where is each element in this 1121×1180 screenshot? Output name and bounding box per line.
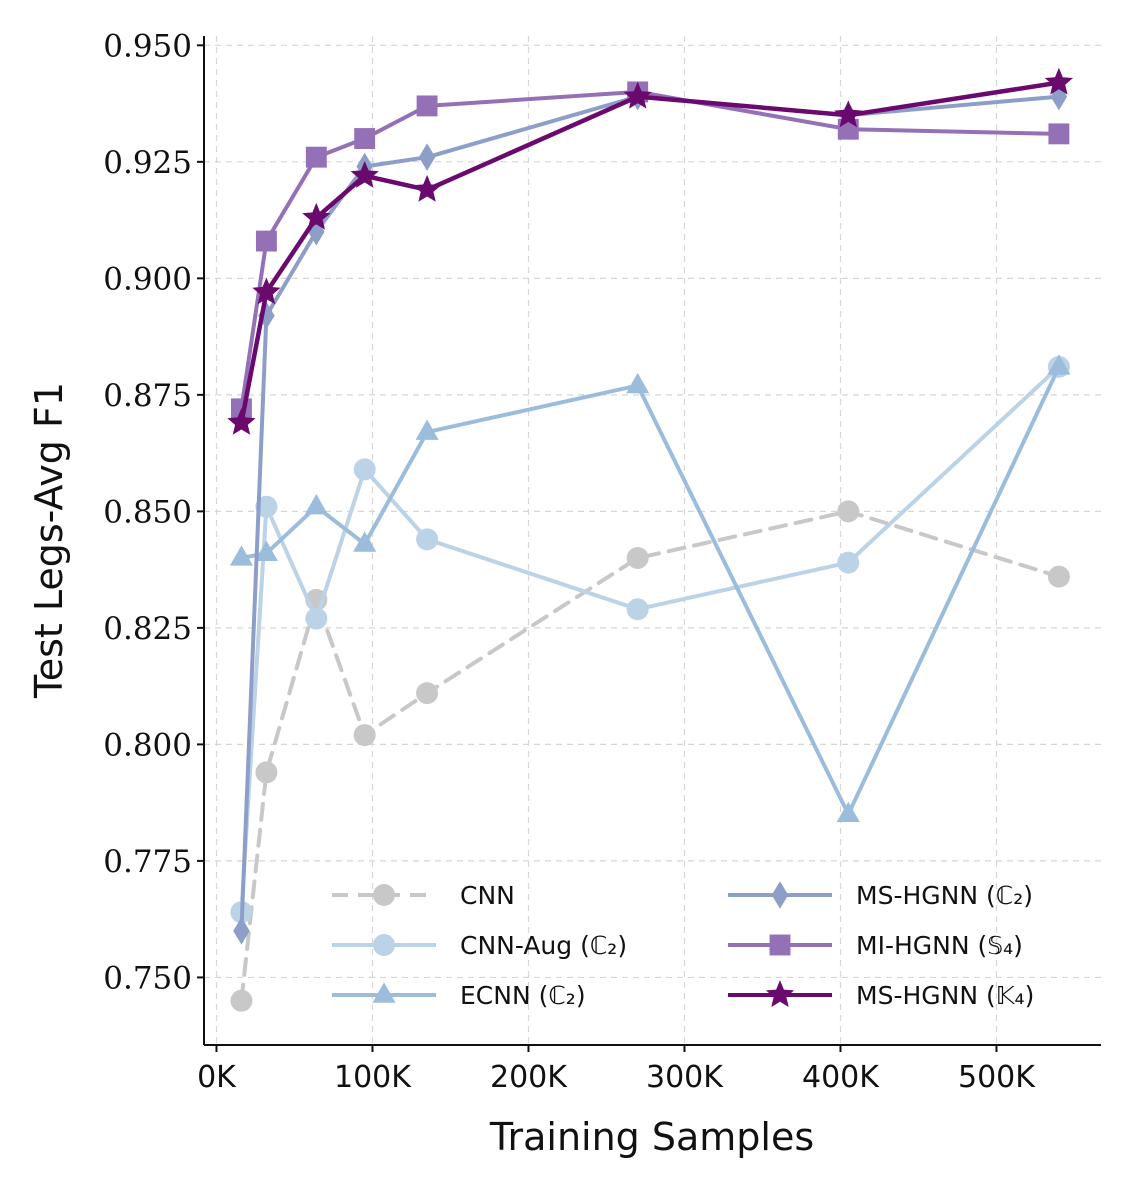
data-point	[233, 917, 250, 945]
data-point	[626, 598, 649, 621]
series-line	[239, 80, 1062, 426]
series-layer	[227, 67, 1073, 1012]
legend-swatch-marker	[373, 934, 395, 956]
legend: CNN CNN-Aug (ℂ₂) ECNN (ℂ₂) MS-HGNN (ℂ₂) MI-H…	[332, 881, 1034, 1010]
series-line	[239, 509, 1061, 1003]
y-tick-label: 0.925	[103, 145, 192, 181]
axes	[203, 36, 1101, 1046]
x-tick-label: 400K	[802, 1060, 880, 1095]
data-point	[353, 531, 377, 552]
legend-item: CNN-Aug (ℂ₂)	[332, 931, 627, 960]
data-point	[623, 81, 652, 109]
legend-swatch-marker	[769, 934, 791, 956]
data-point	[350, 161, 379, 188]
data-point	[255, 761, 278, 784]
data-point	[229, 545, 253, 566]
data-point	[416, 682, 439, 705]
data-point	[416, 95, 438, 117]
y-tick-label: 0.900	[103, 261, 192, 297]
data-point	[353, 458, 376, 481]
legend-item: CNN	[332, 881, 515, 910]
legend-swatch-marker	[373, 884, 395, 906]
y-tick-label: 0.800	[103, 727, 192, 763]
legend-item: MS-HGNN (𝕂₄)	[728, 980, 1034, 1010]
legend-label: MS-HGNN (ℂ₂)	[856, 881, 1033, 910]
data-point	[304, 494, 328, 515]
legend-label: CNN-Aug (ℂ₂)	[460, 931, 627, 960]
data-point	[305, 146, 327, 168]
series-5	[227, 67, 1073, 435]
series-2	[229, 354, 1071, 823]
series-3	[233, 82, 1068, 945]
data-point	[254, 540, 278, 562]
data-point	[305, 607, 328, 630]
legend-label: MS-HGNN (𝕂₄)	[856, 981, 1034, 1010]
x-tick-label: 200K	[490, 1060, 568, 1095]
x-tick-label: 500K	[958, 1060, 1036, 1095]
legend-item: MS-HGNN (ℂ₂)	[728, 881, 1033, 910]
x-tick-label: 300K	[646, 1060, 724, 1095]
data-point	[1048, 123, 1070, 145]
data-point	[413, 174, 442, 202]
series-line	[239, 89, 1061, 411]
data-point	[302, 202, 331, 230]
data-point	[1044, 67, 1073, 95]
data-point	[1047, 354, 1071, 375]
data-point	[227, 408, 256, 435]
y-tick-label: 0.825	[103, 611, 192, 647]
series-line	[239, 364, 1061, 817]
legend-swatch-marker	[765, 980, 795, 1007]
legend-swatch-marker	[771, 881, 789, 909]
legend-label: MI-HGNN (𝕊₄)	[856, 931, 1023, 960]
data-point	[837, 500, 860, 523]
data-point	[415, 419, 439, 440]
series-line	[239, 94, 1061, 933]
legend-label: ECNN (ℂ₂)	[460, 981, 586, 1010]
series-4	[230, 81, 1070, 420]
y-axis-title: Test Legs-Avg F1	[27, 382, 71, 699]
data-point	[255, 495, 278, 518]
data-point	[252, 277, 281, 305]
legend-item: MI-HGNN (𝕊₄)	[728, 931, 1023, 960]
data-point	[836, 801, 860, 823]
data-point	[255, 230, 277, 252]
y-tick-label: 0.850	[103, 494, 192, 530]
y-tick-label: 0.750	[103, 960, 192, 996]
series-1	[230, 355, 1070, 924]
x-tick-label: 0K	[197, 1060, 237, 1095]
data-point	[230, 989, 253, 1012]
y-tick-label: 0.775	[103, 844, 192, 880]
data-point	[418, 143, 436, 171]
data-point	[354, 128, 376, 149]
grid-lines	[204, 36, 1101, 1045]
data-point	[416, 528, 439, 551]
data-point	[353, 724, 376, 747]
series-0	[230, 500, 1070, 1012]
data-point	[1047, 565, 1070, 588]
data-point	[834, 100, 863, 128]
x-tick-label: 100K	[334, 1060, 412, 1095]
x-axis-title: Training Samples	[489, 1115, 814, 1159]
data-point	[626, 372, 650, 394]
y-tick-label: 0.875	[103, 378, 192, 414]
legend-swatch-marker	[372, 982, 396, 1003]
legend-item: ECNN (ℂ₂)	[332, 981, 586, 1010]
data-point	[837, 551, 860, 574]
series-line	[239, 364, 1061, 915]
data-point	[626, 546, 649, 569]
legend-label: CNN	[460, 881, 515, 910]
tick-labels: 0.750 0.775 0.800 0.825 0.850 0.875 0.900 0.925…	[103, 28, 1036, 1095]
y-tick-label: 0.950	[103, 28, 192, 64]
